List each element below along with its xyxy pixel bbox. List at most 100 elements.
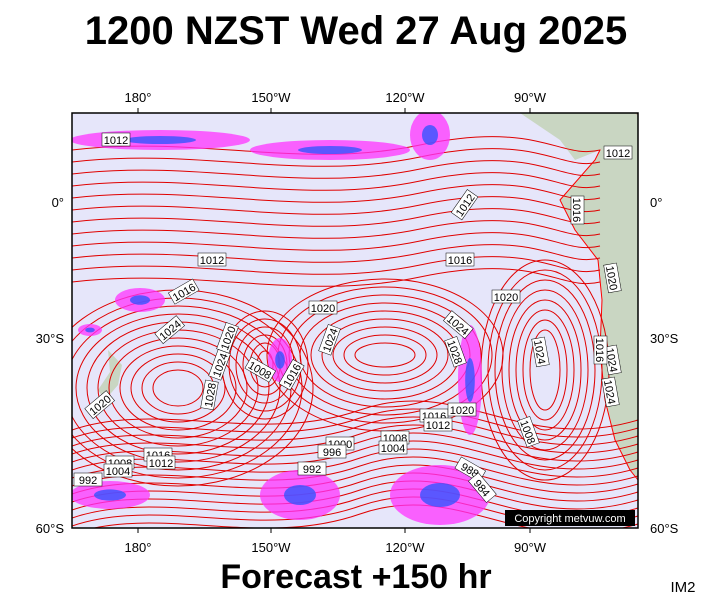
title: 1200 NZST Wed 27 Aug 2025 [85, 9, 627, 53]
isobar-label: 1016 [445, 252, 475, 267]
isobar [152, 369, 204, 407]
precip-core [298, 146, 362, 154]
isobar-label-text: 1004 [106, 466, 130, 478]
isobar-label-text: 1012 [200, 255, 224, 267]
labels: 180° 180° 150°W 150°W 120°W 120°W 90°W 90°W 0° 0°… [36, 90, 679, 555]
isobar-label-text: 1020 [494, 292, 518, 304]
isobar-label: 1004 [378, 440, 408, 455]
isobar-label-text: 1012 [104, 135, 128, 147]
copyright: Copyright metvuw.com [514, 513, 625, 525]
isobar [72, 464, 638, 495]
isobar-label-box [445, 252, 475, 267]
isobar [72, 408, 638, 439]
isobar [72, 416, 638, 447]
latitude-label: 30°S [36, 331, 65, 346]
latitude-label: 60°S [36, 521, 65, 536]
isobar [494, 279, 596, 461]
isobar-label-box [491, 289, 521, 304]
isobar-label-box [317, 444, 347, 459]
isobar-label-box [601, 376, 620, 408]
isobar [529, 329, 561, 411]
isobar-label: 1024 [601, 376, 620, 408]
map-frame [71, 112, 639, 529]
isobar-label: 1020 [447, 402, 477, 417]
isobar [72, 220, 601, 239]
isobar [72, 244, 601, 263]
isobar-label: 1012 [603, 145, 633, 160]
isobar [75, 313, 281, 463]
longitude-label: 90°W [514, 90, 547, 105]
precip-core [275, 351, 285, 369]
longitude-label: 180° [125, 90, 152, 105]
isobar-label-text: 1024 [531, 339, 547, 365]
isobar-label-text: 1028 [203, 382, 219, 408]
image-code: IM2 [670, 579, 695, 596]
isobar-label-box [297, 461, 327, 476]
isobar-label-text: 992 [79, 475, 97, 487]
isobar [508, 299, 582, 441]
isobar-label: 1016 [570, 195, 585, 225]
isobar-label-box [443, 310, 474, 339]
longitude-label: 150°W [251, 90, 291, 105]
copyright-box [505, 510, 635, 526]
isobar [72, 256, 601, 275]
precip-core [130, 295, 150, 305]
isobar-label-text: 1020 [603, 265, 619, 291]
isobar-label-text: 1024 [601, 379, 617, 405]
isobar [130, 353, 226, 423]
isobar [108, 337, 248, 439]
isobar-label: 1012 [423, 417, 453, 432]
isobar-label-text: 1016 [448, 255, 472, 267]
isobars [72, 136, 638, 528]
isobar-label-box [278, 359, 305, 391]
isobar [321, 318, 449, 392]
isobar-label-text: 1016 [570, 198, 582, 222]
isobar [332, 326, 438, 384]
isobar-label-box [200, 379, 219, 411]
precip-core [420, 483, 460, 507]
isobar-label-box [531, 336, 550, 368]
isobar-label: 992 [73, 472, 103, 487]
isobar-label-text: 1012 [149, 458, 173, 470]
isobar-label-box [146, 455, 176, 470]
isobar-label-text: 992 [303, 464, 321, 476]
isobar-label-box [308, 300, 338, 315]
isobar-label-box [517, 416, 540, 448]
isobar-label-box [423, 417, 453, 432]
isobar-label: 1024 [531, 336, 550, 368]
isobar-label-text: 1020 [450, 405, 474, 417]
isobar [522, 319, 568, 421]
isobar [343, 334, 427, 376]
isobar [72, 232, 601, 251]
isobar-label: 1020 [308, 300, 338, 315]
isobar [72, 480, 638, 511]
isobar [501, 289, 589, 451]
isobar-label-box [73, 472, 103, 487]
isobar-label-text: 1004 [381, 443, 405, 455]
new-zealand [98, 350, 122, 400]
isobar-label: 1016 [593, 335, 608, 365]
isobar-label: 1012 [101, 132, 131, 147]
isobar-label: 1028 [200, 379, 219, 411]
isobar-label-box [447, 402, 477, 417]
isobar [72, 456, 638, 487]
isobar [72, 184, 601, 203]
central-america [520, 113, 638, 160]
longitude-label: 120°W [385, 90, 425, 105]
isobar-label-box [244, 356, 276, 383]
isobar [515, 309, 575, 431]
latitude-label: 0° [52, 195, 64, 210]
isobar [72, 400, 638, 431]
precip-core [465, 358, 475, 402]
precip-core [422, 125, 438, 145]
isobar-label-text: 1016 [593, 338, 605, 362]
isobar-label-text: 1012 [426, 420, 450, 432]
precip-core [94, 489, 126, 501]
isobar-label-text: 1012 [606, 148, 630, 160]
longitude-label: 120°W [385, 540, 425, 555]
isobar-label-box [168, 278, 200, 305]
isobar [72, 160, 601, 179]
isobar [72, 208, 601, 227]
longitude-label: 90°W [514, 540, 547, 555]
